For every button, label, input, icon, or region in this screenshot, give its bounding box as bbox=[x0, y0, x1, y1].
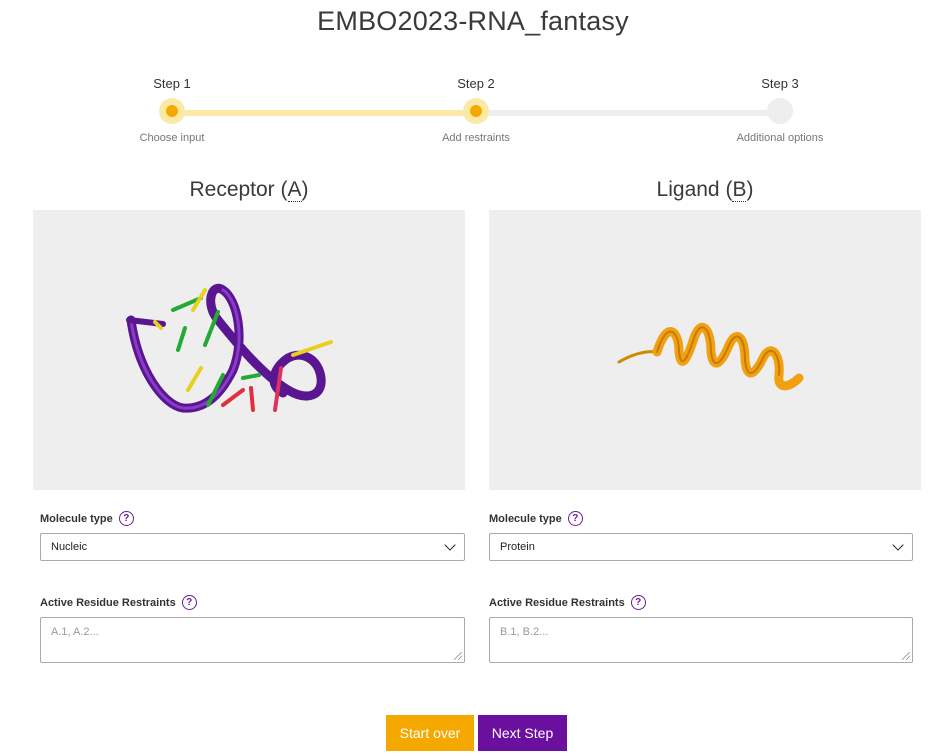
next-step-button[interactable]: Next Step bbox=[478, 715, 567, 751]
step-2-sublabel: Add restraints bbox=[442, 132, 510, 144]
ligand-title: Ligand (B) bbox=[489, 178, 921, 202]
step-2[interactable]: Step 2 Add restraints bbox=[396, 70, 556, 144]
help-icon[interactable]: ? bbox=[181, 595, 197, 610]
protein-helix-icon bbox=[617, 322, 804, 391]
receptor-molecule-type-value: Nucleic bbox=[51, 541, 88, 553]
step-1-label: Step 1 bbox=[153, 76, 191, 91]
ligand-molecule-type-select[interactable]: Protein bbox=[489, 533, 913, 561]
ligand-title-suffix: ) bbox=[746, 178, 754, 201]
step-1-sublabel: Choose input bbox=[139, 132, 205, 144]
resize-handle-icon[interactable] bbox=[902, 652, 910, 660]
receptor-restraints-input[interactable]: A.1, A.2... bbox=[40, 617, 465, 663]
step-3-label: Step 3 bbox=[761, 76, 799, 91]
help-icon[interactable]: ? bbox=[118, 511, 134, 526]
receptor-title: Receptor (A) bbox=[33, 178, 465, 202]
ligand-molecule-type-label: Molecule type ? bbox=[489, 511, 583, 526]
receptor-title-suffix: ) bbox=[301, 178, 309, 201]
step-3-indicator bbox=[767, 98, 793, 124]
ligand-chain-abbr: B bbox=[732, 178, 747, 202]
ligand-molecule-type-value: Protein bbox=[500, 541, 535, 553]
receptor-restraints-label-text: Active Residue Restraints bbox=[40, 596, 176, 609]
receptor-molecule-type-label-text: Molecule type bbox=[40, 512, 113, 525]
receptor-title-prefix: Receptor ( bbox=[189, 178, 288, 201]
ligand-restraints-input[interactable]: B.1, B.2... bbox=[489, 617, 913, 663]
ligand-restraints-placeholder: B.1, B.2... bbox=[500, 626, 549, 638]
start-over-button[interactable]: Start over bbox=[386, 715, 474, 751]
receptor-restraints-placeholder: A.1, A.2... bbox=[51, 626, 99, 638]
ligand-structure-viewer[interactable] bbox=[489, 210, 921, 490]
chevron-down-icon bbox=[892, 539, 904, 551]
ligand-restraints-label-text: Active Residue Restraints bbox=[489, 596, 625, 609]
ligand-molecule-type-label-text: Molecule type bbox=[489, 512, 562, 525]
step-2-indicator bbox=[463, 98, 489, 124]
step-3-sublabel: Additional options bbox=[736, 132, 824, 144]
stepper-progress bbox=[172, 110, 476, 116]
step-3[interactable]: Step 3 Additional options bbox=[700, 70, 860, 144]
resize-handle-icon[interactable] bbox=[454, 652, 462, 660]
stepper: Step 1 Choose input Step 2 Add restraint… bbox=[0, 70, 946, 160]
chevron-down-icon bbox=[444, 539, 456, 551]
step-1-indicator bbox=[159, 98, 185, 124]
page-title: EMBO2023-RNA_fantasy bbox=[317, 6, 629, 36]
step-2-label: Step 2 bbox=[457, 76, 495, 91]
help-icon[interactable]: ? bbox=[630, 595, 646, 610]
ligand-title-prefix: Ligand ( bbox=[656, 178, 733, 201]
receptor-molecule-type-label: Molecule type ? bbox=[40, 511, 134, 526]
help-icon[interactable]: ? bbox=[567, 511, 583, 526]
receptor-molecule-type-select[interactable]: Nucleic bbox=[40, 533, 465, 561]
receptor-structure-viewer[interactable] bbox=[33, 210, 465, 490]
receptor-restraints-label: Active Residue Restraints ? bbox=[40, 595, 197, 610]
step-1[interactable]: Step 1 Choose input bbox=[92, 70, 252, 144]
receptor-chain-abbr: A bbox=[287, 178, 302, 202]
rna-structure-icon bbox=[126, 283, 333, 413]
ligand-restraints-label: Active Residue Restraints ? bbox=[489, 595, 646, 610]
